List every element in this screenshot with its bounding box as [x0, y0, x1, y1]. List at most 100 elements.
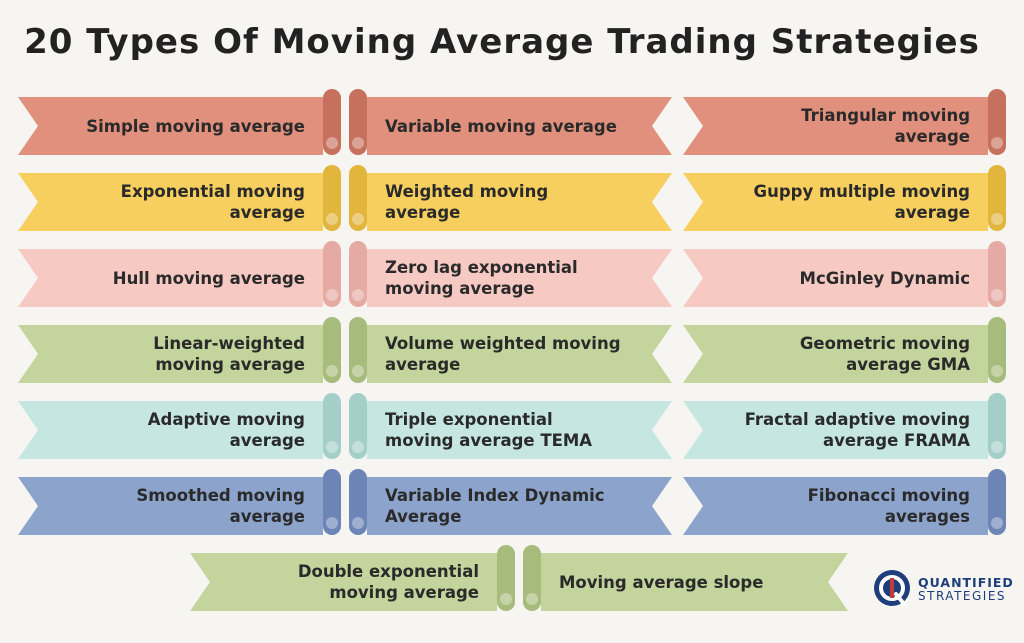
banner-label-line2: average — [229, 431, 305, 450]
banner-strip — [367, 173, 672, 231]
banner-hull-moving-average: Hull moving average — [18, 241, 341, 307]
banner-label-line1: Zero lag exponential — [385, 258, 578, 277]
banner-strip — [367, 249, 672, 307]
banner-roll — [349, 469, 367, 535]
banner-label-line1: Linear-weighted — [153, 334, 305, 353]
banner-fibonacci-moving-averages: Fibonacci moving averages — [683, 469, 1006, 535]
banner-roll — [323, 89, 341, 155]
banner-roll — [349, 89, 367, 155]
banner-label: Double exponential moving average — [230, 553, 479, 611]
banner-roll — [497, 545, 515, 611]
banner-label-line2: average — [229, 203, 305, 222]
banner-variable-index-dynamic-average: Variable Index Dynamic Average — [349, 469, 672, 535]
banner-strip — [683, 173, 988, 231]
banner-label-line2: average — [894, 203, 970, 222]
banner-strip — [541, 553, 848, 611]
banner-label: Geometric moving average GMA — [723, 325, 970, 383]
banner-label: Simple moving average — [58, 97, 305, 155]
banner-roll — [323, 241, 341, 307]
banner-roll — [988, 89, 1006, 155]
banner-label: Zero lag exponential moving average — [385, 249, 632, 307]
logo-text-quantified: QUANTIFIED — [918, 575, 1014, 590]
banner-strip — [367, 401, 672, 459]
banner-exponential-moving-average: Exponential moving average — [18, 165, 341, 231]
banner-roll — [523, 545, 541, 611]
banner-moving-average-slope: Moving average slope — [523, 545, 848, 611]
banner-label-line2: moving average — [155, 355, 305, 374]
banner-strip — [683, 325, 988, 383]
banner-label-line1: Smoothed moving — [136, 486, 305, 505]
banner-label: Moving average slope — [559, 553, 808, 611]
banner-fractal-adaptive-moving-average: Fractal adaptive moving average FRAMA — [683, 393, 1006, 459]
banner-strip — [190, 553, 497, 611]
banner-label: Triangular moving average — [723, 97, 970, 155]
banner-smoothed-moving-average: Smoothed moving average — [18, 469, 341, 535]
banner-roll — [988, 317, 1006, 383]
banner-label-line1: Fractal adaptive moving — [744, 410, 970, 429]
banner-label: Hull moving average — [58, 249, 305, 307]
banner-label-line2: moving average — [385, 279, 535, 298]
banner-roll — [988, 165, 1006, 231]
banner-label-line2: average — [229, 507, 305, 526]
banner-label: Variable Index Dynamic Average — [385, 477, 632, 535]
banner-strip — [18, 249, 323, 307]
banner-label-line1: Hull moving average — [112, 268, 305, 288]
banner-strip — [367, 325, 672, 383]
banner-roll — [323, 317, 341, 383]
banner-label-line1: McGinley Dynamic — [799, 268, 970, 288]
banner-zero-lag-exponential-moving-average: Zero lag exponential moving average — [349, 241, 672, 307]
banner-strip — [18, 325, 323, 383]
banner-label-line1: Adaptive moving — [147, 410, 305, 429]
banner-double-exponential-moving-average: Double exponential moving average — [190, 545, 515, 611]
banner-label: Linear-weighted moving average — [58, 325, 305, 383]
banner-strip — [18, 401, 323, 459]
banner-strip — [683, 249, 988, 307]
banner-label: Weighted moving average — [385, 173, 632, 231]
banner-label-line1: Double exponential — [297, 562, 479, 581]
banner-label-line1: Triple exponential — [385, 410, 553, 429]
banner-label: Fibonacci moving averages — [723, 477, 970, 535]
banner-label: Volume weighted moving average — [385, 325, 632, 383]
banner-strip — [367, 97, 672, 155]
banner-label: Triple exponential moving average TEMA — [385, 401, 632, 459]
banner-roll — [349, 317, 367, 383]
banner-label-line1: Volume weighted moving — [385, 334, 621, 353]
banner-roll — [988, 241, 1006, 307]
banner-triple-exponential-moving-average: Triple exponential moving average TEMA — [349, 393, 672, 459]
banner-strip — [683, 401, 988, 459]
banner-label-line1: Geometric moving — [799, 334, 970, 353]
banner-label-line2: average GMA — [846, 355, 970, 374]
logo-text-strategies: STRATEGIES — [918, 589, 1007, 603]
banner-roll — [349, 165, 367, 231]
banner-volume-weighted-moving-average: Volume weighted moving average — [349, 317, 672, 383]
banner-mcginley-dynamic: McGinley Dynamic — [683, 241, 1006, 307]
banner-roll — [349, 241, 367, 307]
banner-adaptive-moving-average: Adaptive moving average — [18, 393, 341, 459]
banner-label-line1: Variable moving average — [385, 116, 617, 136]
banner-strip — [18, 97, 323, 155]
banner-label-line2: averages — [884, 507, 970, 526]
banner-roll — [323, 393, 341, 459]
banner-label: Smoothed moving average — [58, 477, 305, 535]
banner-label: Adaptive moving average — [58, 401, 305, 459]
banner-simple-moving-average: Simple moving average — [18, 89, 341, 155]
quantified-strategies-logo: QUANTIFIED STRATEGIES — [872, 568, 1022, 610]
banner-geometric-moving-average: Geometric moving average GMA — [683, 317, 1006, 383]
banner-label-line1: Guppy multiple moving — [753, 182, 970, 201]
banner-label-line2: average — [385, 355, 461, 374]
banner-label-line2: Average — [385, 507, 462, 526]
banner-label: Variable moving average — [385, 97, 632, 155]
banner-label-line1: Simple moving average — [86, 116, 305, 136]
banner-guppy-multiple-moving-average: Guppy multiple moving average — [683, 165, 1006, 231]
banner-roll — [323, 165, 341, 231]
banner-label-line1: Variable Index Dynamic — [385, 486, 605, 505]
banner-label-line2: moving average — [329, 583, 479, 602]
banner-roll — [988, 469, 1006, 535]
banner-label-line1: Fibonacci moving — [807, 486, 970, 505]
banner-label-line2: average FRAMA — [822, 431, 970, 450]
banner-roll — [349, 393, 367, 459]
banner-label: McGinley Dynamic — [723, 249, 970, 307]
banner-weighted-moving-average: Weighted moving average — [349, 165, 672, 231]
banner-label-line2: average — [894, 127, 970, 146]
banner-strip — [683, 477, 988, 535]
